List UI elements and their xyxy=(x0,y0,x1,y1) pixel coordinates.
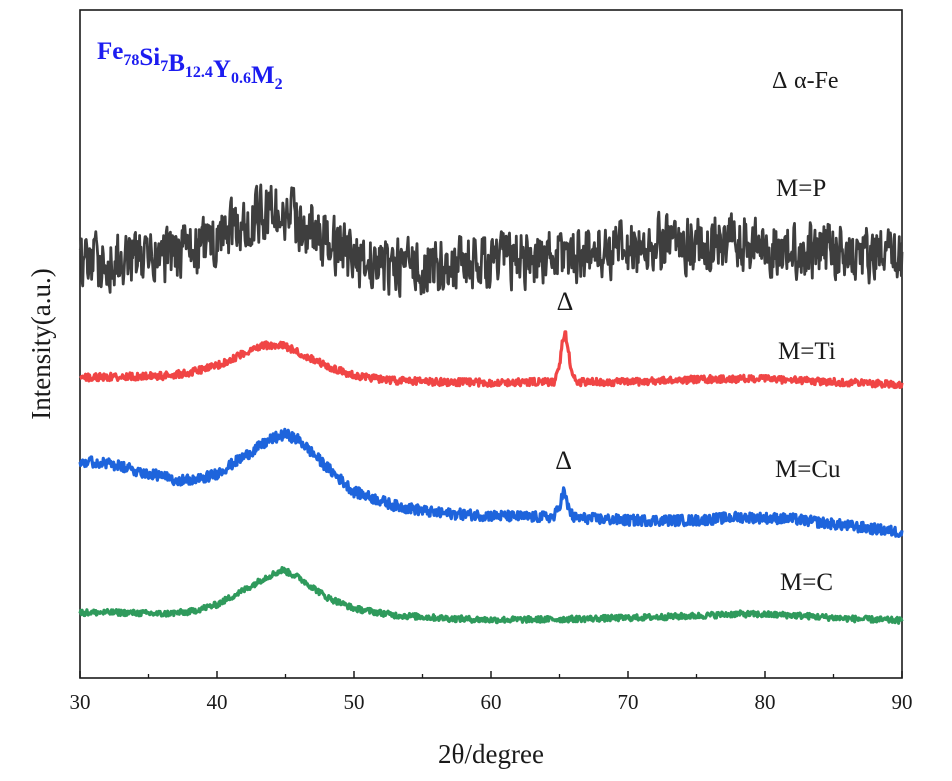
series-line xyxy=(78,566,904,625)
series-layer: M=P M=Ti Δ M=Cu Δ M=C xyxy=(78,175,904,625)
title-element-0: Fe xyxy=(97,38,123,65)
x-axis-ticks: 30 40 50 60 70 80 90 xyxy=(70,671,913,714)
series-label: M=Ti xyxy=(778,338,836,365)
x-tick-label-30: 30 xyxy=(70,690,91,714)
x-tick-label-80: 80 xyxy=(755,690,776,714)
title-element-3: Y xyxy=(213,56,231,83)
series-label: M=C xyxy=(780,569,833,596)
x-axis-title: 2θ/degree xyxy=(438,739,544,769)
x-tick-label-50: 50 xyxy=(344,690,365,714)
x-tick-label-40: 40 xyxy=(207,690,228,714)
title-subscript-3: 0.6 xyxy=(231,70,251,87)
legend: Δ α-Fe xyxy=(772,68,839,94)
x-tick-label-60: 60 xyxy=(481,690,502,714)
series-m-ti: M=Ti Δ xyxy=(79,287,904,390)
x-tick-label-90: 90 xyxy=(892,690,913,714)
title-subscript-2: 12.4 xyxy=(185,64,213,81)
series-m-p: M=P xyxy=(78,175,904,298)
series-m-cu: M=Cu Δ xyxy=(78,427,904,538)
series-line xyxy=(79,330,904,390)
alpha-fe-peak-marker: Δ xyxy=(557,287,574,316)
legend-label: α-Fe xyxy=(794,68,839,94)
title-element-2: B xyxy=(168,50,185,77)
title-subscript-1: 7 xyxy=(160,58,168,75)
title-subscript-0: 78 xyxy=(123,52,139,69)
title-element-1: Si xyxy=(139,44,160,71)
alpha-fe-peak-marker: Δ xyxy=(555,446,572,475)
y-axis-title: Intensity(a.u.) xyxy=(26,268,56,419)
series-line xyxy=(78,427,904,538)
series-label: M=Cu xyxy=(775,456,841,483)
series-label: M=P xyxy=(776,175,826,202)
series-m-c: M=C xyxy=(78,566,904,625)
x-tick-label-70: 70 xyxy=(618,690,639,714)
title-subscript-4: 2 xyxy=(275,76,283,93)
composition-title: Fe78Si7B12.4Y0.6M2 xyxy=(97,38,283,93)
title-element-4: M xyxy=(251,62,275,89)
legend-marker: Δ xyxy=(772,68,787,94)
series-line xyxy=(78,183,904,298)
